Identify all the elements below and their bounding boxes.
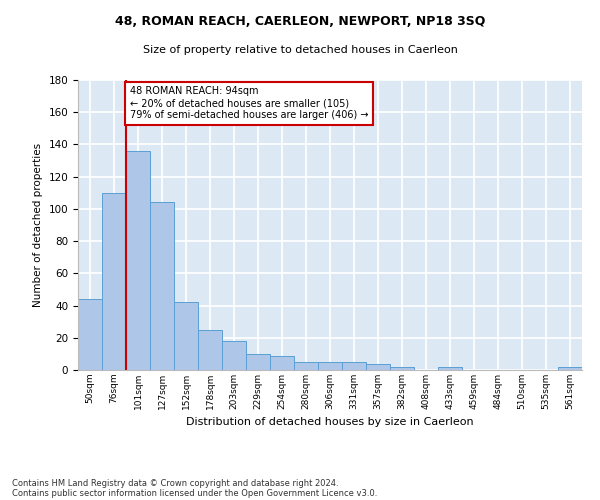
Text: Contains HM Land Registry data © Crown copyright and database right 2024.: Contains HM Land Registry data © Crown c…	[12, 478, 338, 488]
Bar	[366, 364, 390, 370]
Text: 48 ROMAN REACH: 94sqm
← 20% of detached houses are smaller (105)
79% of semi-det: 48 ROMAN REACH: 94sqm ← 20% of detached …	[130, 86, 368, 120]
Bar	[342, 362, 366, 370]
Text: 48, ROMAN REACH, CAERLEON, NEWPORT, NP18 3SQ: 48, ROMAN REACH, CAERLEON, NEWPORT, NP18…	[115, 15, 485, 28]
Bar	[174, 302, 198, 370]
Bar	[222, 341, 246, 370]
Bar	[438, 367, 462, 370]
Bar	[150, 202, 174, 370]
Bar	[198, 330, 222, 370]
Bar	[318, 362, 342, 370]
Bar	[294, 362, 318, 370]
Bar	[78, 299, 102, 370]
Text: Contains public sector information licensed under the Open Government Licence v3: Contains public sector information licen…	[12, 488, 377, 498]
Bar	[558, 367, 582, 370]
Bar	[126, 151, 150, 370]
X-axis label: Distribution of detached houses by size in Caerleon: Distribution of detached houses by size …	[186, 418, 474, 428]
Text: Size of property relative to detached houses in Caerleon: Size of property relative to detached ho…	[143, 45, 457, 55]
Bar	[270, 356, 294, 370]
Bar	[390, 367, 414, 370]
Bar	[102, 193, 126, 370]
Bar	[246, 354, 270, 370]
Y-axis label: Number of detached properties: Number of detached properties	[33, 143, 43, 307]
